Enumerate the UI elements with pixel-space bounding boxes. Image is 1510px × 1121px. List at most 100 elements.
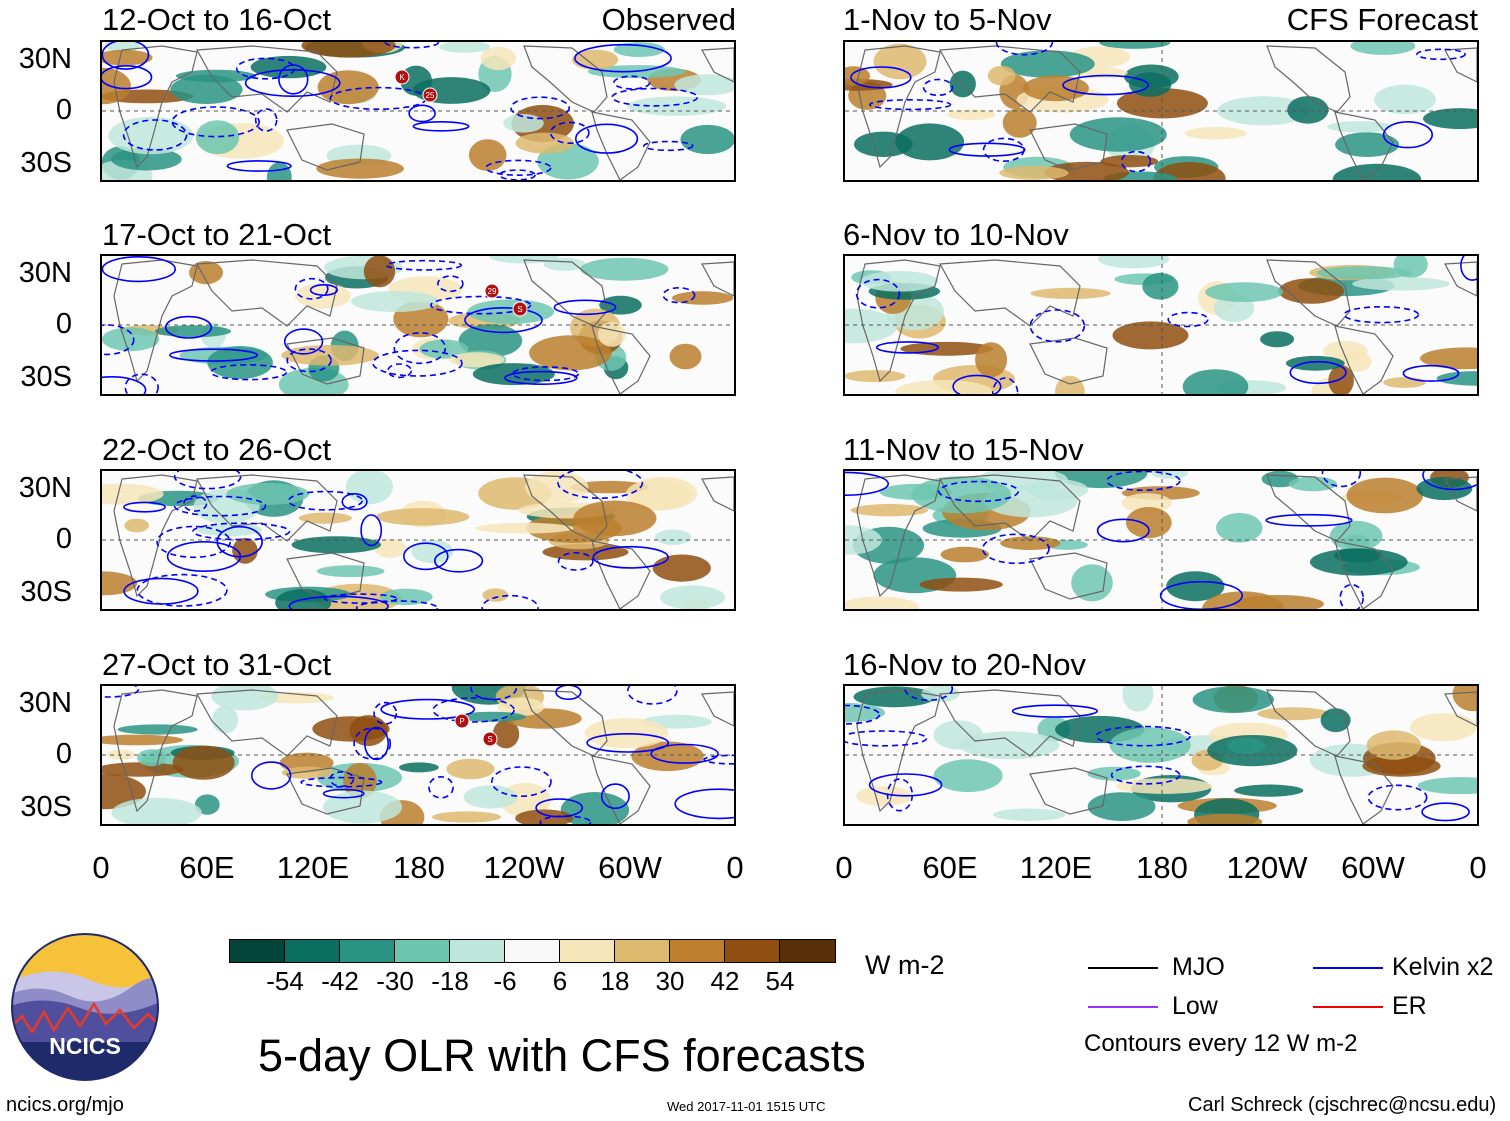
lat-label-eq: 0: [55, 523, 72, 555]
olr-anomaly-shade: [525, 471, 589, 504]
olr-anomaly-shade: [439, 42, 491, 53]
colorbar-label: 42: [710, 966, 740, 996]
coastline: [939, 259, 1081, 327]
olr-anomaly-shade: [674, 74, 734, 96]
kelvin-contour: [850, 66, 912, 89]
olr-anomaly-shade: [1192, 686, 1274, 713]
olr-anomaly-shade: [1182, 369, 1249, 394]
olr-anomaly-shade: [654, 529, 692, 545]
lon-label: 120W: [483, 850, 565, 885]
olr-anomaly-shade: [446, 758, 495, 780]
kelvin-contour: [674, 788, 734, 820]
olr-anomaly-shade: [1309, 548, 1408, 576]
olr-anomaly-shade: [1142, 272, 1179, 300]
colorbar-swatch: [670, 940, 725, 962]
coastline: [1029, 552, 1108, 600]
map-panel-obs-1: K 25: [100, 40, 736, 182]
olr-anomaly-shade: [108, 116, 194, 155]
olr-anomaly-shade: [1346, 477, 1423, 514]
olr-anomaly-shade: [1000, 50, 1095, 78]
lon-label: 60W: [1341, 850, 1405, 885]
kelvin-contour: [432, 697, 515, 723]
kelvin-contour: [1460, 256, 1477, 281]
kelvin-contour: [600, 783, 630, 810]
kelvin-contour: [557, 552, 594, 571]
coastline: [1334, 111, 1394, 180]
olr-anomaly-shade: [975, 342, 1008, 378]
map-panel-fc-1: [843, 40, 1479, 182]
olr-anomaly-shade: [987, 65, 1016, 86]
panel-title-obs-3: 22-Oct to 26-Oct: [102, 432, 332, 467]
olr-anomaly-shade: [195, 120, 240, 155]
kelvin-contour: [922, 78, 954, 97]
lat-label-30n: 30N: [18, 257, 72, 289]
kelvin-contour: [102, 42, 150, 70]
kelvin-contour: [286, 348, 332, 373]
kelvin-contour: [341, 493, 368, 511]
olr-anomaly-shade: [515, 132, 574, 154]
coastline: [701, 476, 734, 512]
olr-anomaly-shade: [1227, 737, 1266, 755]
olr-anomaly-shade: [597, 322, 626, 347]
olr-anomaly-shade: [1257, 707, 1329, 721]
olr-anomaly-shade: [1129, 72, 1172, 97]
lon-label: 120E: [276, 850, 350, 885]
coastline: [196, 474, 338, 542]
coastline: [113, 259, 198, 383]
olr-anomaly-shade: [873, 43, 927, 80]
storm-label: S: [517, 305, 522, 314]
olr-anomaly-shade: [1452, 686, 1477, 712]
colorbar-label: -18: [431, 966, 469, 996]
olr-anomaly-shade: [102, 327, 160, 352]
kelvin-contour: [498, 169, 536, 180]
olr-anomaly-shade: [419, 339, 469, 359]
colorbar-label: -42: [321, 966, 359, 996]
kelvin-contour: [845, 730, 928, 747]
kelvin-contour: [1343, 305, 1420, 324]
olr-anomaly-shade: [845, 703, 885, 723]
olr-anomaly-shade: [1202, 591, 1284, 609]
olr-anomaly-shade: [492, 719, 520, 749]
coastline: [1444, 691, 1477, 727]
legend-label-er: ER: [1392, 992, 1427, 1020]
colorbar-label: 54: [765, 966, 795, 996]
coastline: [701, 47, 734, 83]
olr-anomaly-shade: [102, 49, 153, 66]
kelvin-contour: [991, 377, 1019, 394]
olr-anomaly-shade: [933, 759, 1003, 793]
olr-anomaly-shade: [475, 522, 574, 534]
colorbar-swatch: [725, 940, 780, 962]
kelvin-contour: [553, 299, 617, 316]
kelvin-contour: [982, 137, 1025, 163]
olr-anomaly-shade: [432, 811, 502, 823]
panel-title-obs-4: 27-Oct to 31-Oct: [102, 647, 332, 682]
olr-anomaly-shade: [175, 69, 257, 83]
kelvin-contour: [287, 490, 363, 511]
olr-anomaly-shade: [515, 809, 574, 824]
kelvin-contour: [124, 373, 159, 394]
kelvin-contour: [481, 594, 539, 609]
olr-anomaly-shade: [1205, 282, 1283, 302]
olr-anomaly-shade: [856, 786, 912, 807]
olr-anomaly-shade: [1350, 42, 1416, 55]
footer-url[interactable]: ncics.org/mjo: [6, 1094, 124, 1116]
olr-anomaly-shade: [1332, 163, 1422, 180]
olr-anomaly-shade: [560, 792, 630, 824]
colorbar-label: 30: [655, 966, 685, 996]
colorbar-label: -30: [376, 966, 414, 996]
kelvin-contour: [855, 278, 901, 309]
olr-anomaly-shade: [323, 790, 403, 824]
storm-label: K: [399, 73, 405, 82]
panel-title-obs-2: 17-Oct to 21-Oct: [102, 217, 332, 252]
kelvin-contour: [510, 96, 571, 120]
coastline: [939, 474, 1081, 542]
olr-anomaly-shade: [102, 67, 131, 105]
kelvin-contour: [353, 727, 392, 760]
olr-anomaly-shade: [1000, 536, 1061, 550]
olr-anomaly-shade: [1069, 117, 1167, 152]
olr-anomaly-shade: [580, 257, 669, 281]
kelvin-contour: [102, 65, 153, 90]
coastline: [1334, 325, 1394, 394]
kelvin-contour: [173, 495, 267, 517]
olr-anomaly-shade: [1002, 107, 1037, 138]
